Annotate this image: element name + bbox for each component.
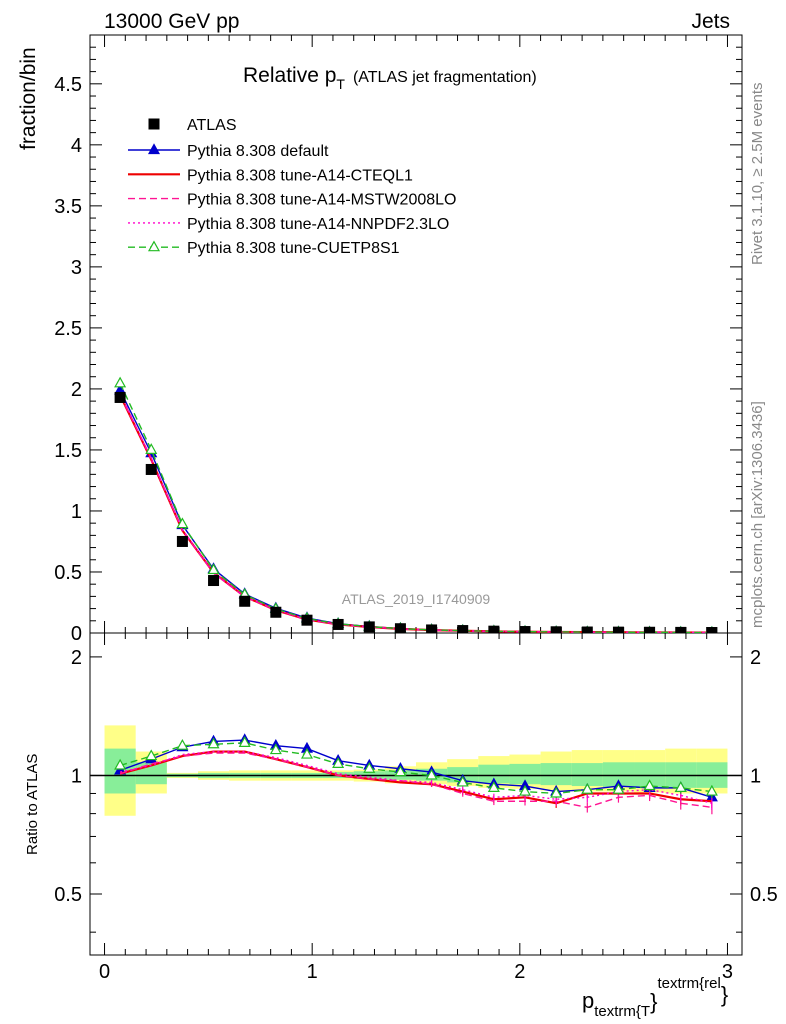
x-tick-label: 3 xyxy=(722,961,733,983)
ratio-series xyxy=(114,733,718,815)
series-marker-ratio xyxy=(269,743,282,755)
mcplots-label: mcplots.cern.ch [arXiv:1306.3436] xyxy=(749,401,766,628)
series-marker-ratio xyxy=(581,782,594,794)
series-marker-main xyxy=(176,517,189,529)
y-tick-label-main: 0.5 xyxy=(54,562,82,584)
axis-ticks: 0 1 2 3 0 0.5 1 1.5 2 2.5 3 3.5 4 4.5 0.5 0.5 1 1 2 2 xyxy=(54,34,778,983)
main-series xyxy=(114,376,718,633)
legend-label: Pythia 8.308 tune-A14-NNPDF2.3LO xyxy=(187,216,449,233)
data-point-atlas xyxy=(612,626,624,633)
legend-label: Pythia 8.308 tune-A14-CTEQL1 xyxy=(187,167,413,184)
analysis-watermark: ATLAS_2019_I1740909 xyxy=(342,591,491,607)
y-tick-label-main: 3.5 xyxy=(54,196,82,218)
legend-swatch-marker xyxy=(147,143,161,155)
data-point-atlas xyxy=(675,626,687,633)
band-green-bin xyxy=(478,764,510,784)
y-axis-label-ratio: Ratio to ATLAS xyxy=(24,754,41,855)
legend-label: Pythia 8.308 default xyxy=(187,143,329,160)
series-marker-ratio xyxy=(363,762,376,773)
y-tick-label-main: 0 xyxy=(71,623,82,645)
y-tick-label-ratio: 2 xyxy=(71,647,82,669)
data-point-atlas xyxy=(363,621,375,633)
data-point-atlas xyxy=(706,627,718,633)
series-marker-ratio xyxy=(114,758,127,770)
y-tick-label-main: 4.5 xyxy=(54,74,82,96)
y-axis-label-main: fraction/bin xyxy=(17,47,40,150)
data-point-atlas xyxy=(394,623,406,633)
series-marker-ratio xyxy=(300,747,314,759)
data-point-atlas xyxy=(270,606,282,618)
band-green-bin xyxy=(509,763,541,785)
legend-label: Pythia 8.308 tune-A14-MSTW2008LO xyxy=(187,192,456,209)
y-tick-label-ratio: 1 xyxy=(71,765,82,787)
series-marker-ratio xyxy=(487,781,500,792)
y-tick-label-main: 2.5 xyxy=(54,318,82,340)
series-marker-ratio xyxy=(425,768,438,780)
series-marker-ratio xyxy=(674,781,687,792)
band-green-bin xyxy=(540,763,572,786)
series-marker-ratio xyxy=(643,779,656,791)
header-left: 13000 GeV pp xyxy=(104,10,239,33)
series-marker-ratio xyxy=(207,737,220,749)
series-marker-main xyxy=(145,443,158,454)
series-marker-ratio xyxy=(332,757,345,768)
x-tick-label: 2 xyxy=(514,961,525,983)
data-point-atlas xyxy=(519,626,531,633)
band-green-bin xyxy=(571,763,603,787)
y-tick-label-ratio: 0.5 xyxy=(54,884,82,906)
data-point-atlas xyxy=(301,614,313,626)
data-point-atlas xyxy=(208,575,220,587)
data-point-atlas xyxy=(114,391,126,403)
series-marker-ratio xyxy=(176,738,189,750)
header-right: Jets xyxy=(691,10,730,33)
data-point-atlas xyxy=(488,625,500,633)
legend-label: Pythia 8.308 tune-CUETP8S1 xyxy=(187,240,400,257)
uncertainty-bands xyxy=(90,725,742,816)
series-line-ratio xyxy=(119,742,712,795)
data-point-atlas xyxy=(644,626,656,633)
chart-title: Relative pT (ATLAS jet fragmentation) xyxy=(243,64,537,92)
data-point-atlas xyxy=(457,625,469,633)
y-tick-label-main: 3 xyxy=(71,257,82,279)
y-tick-label-ratio-right: 1 xyxy=(750,765,761,787)
data-point-atlas xyxy=(176,535,188,547)
series-marker-ratio xyxy=(238,736,251,747)
series-line-ratio xyxy=(119,752,712,809)
x-tick-label: 1 xyxy=(307,961,318,983)
legend-swatch-marker xyxy=(147,240,161,252)
series-marker-ratio xyxy=(456,775,469,787)
legend: ATLAS Pythia 8.308 default Pythia 8.308 tu… xyxy=(128,117,456,257)
y-tick-label-main: 1 xyxy=(71,501,82,523)
rivet-label: Rivet 3.1.10, ≥ 2.5M events xyxy=(749,83,766,266)
series-marker-ratio xyxy=(612,782,625,794)
data-point-atlas xyxy=(550,626,562,633)
series-marker-ratio xyxy=(518,784,532,796)
data-point-atlas xyxy=(332,618,344,630)
series-line-ratio xyxy=(119,739,713,798)
y-tick-label-ratio-right: 2 xyxy=(750,647,761,669)
data-point-atlas xyxy=(145,463,157,475)
data-point-atlas xyxy=(239,595,251,607)
series-marker-ratio xyxy=(394,765,407,777)
y-tick-label-main: 2 xyxy=(71,379,82,401)
x-axis-label: ptextrm{T}textrm{rel} xyxy=(582,975,728,1020)
y-tick-label-ratio-right: 0.5 xyxy=(750,884,778,906)
legend-swatch-atlas xyxy=(148,118,160,130)
series-marker-main xyxy=(114,376,127,388)
data-point-atlas xyxy=(581,626,593,633)
series-marker-ratio xyxy=(550,786,563,798)
y-tick-label-main: 4 xyxy=(71,135,82,157)
data-point-atlas xyxy=(426,624,438,633)
x-tick-label: 0 xyxy=(99,961,110,983)
legend-label-atlas: ATLAS xyxy=(187,117,237,134)
series-marker-ratio xyxy=(145,749,158,761)
y-tick-label-main: 1.5 xyxy=(54,440,82,462)
series-marker-main xyxy=(207,563,220,575)
series-marker-ratio xyxy=(705,784,718,796)
